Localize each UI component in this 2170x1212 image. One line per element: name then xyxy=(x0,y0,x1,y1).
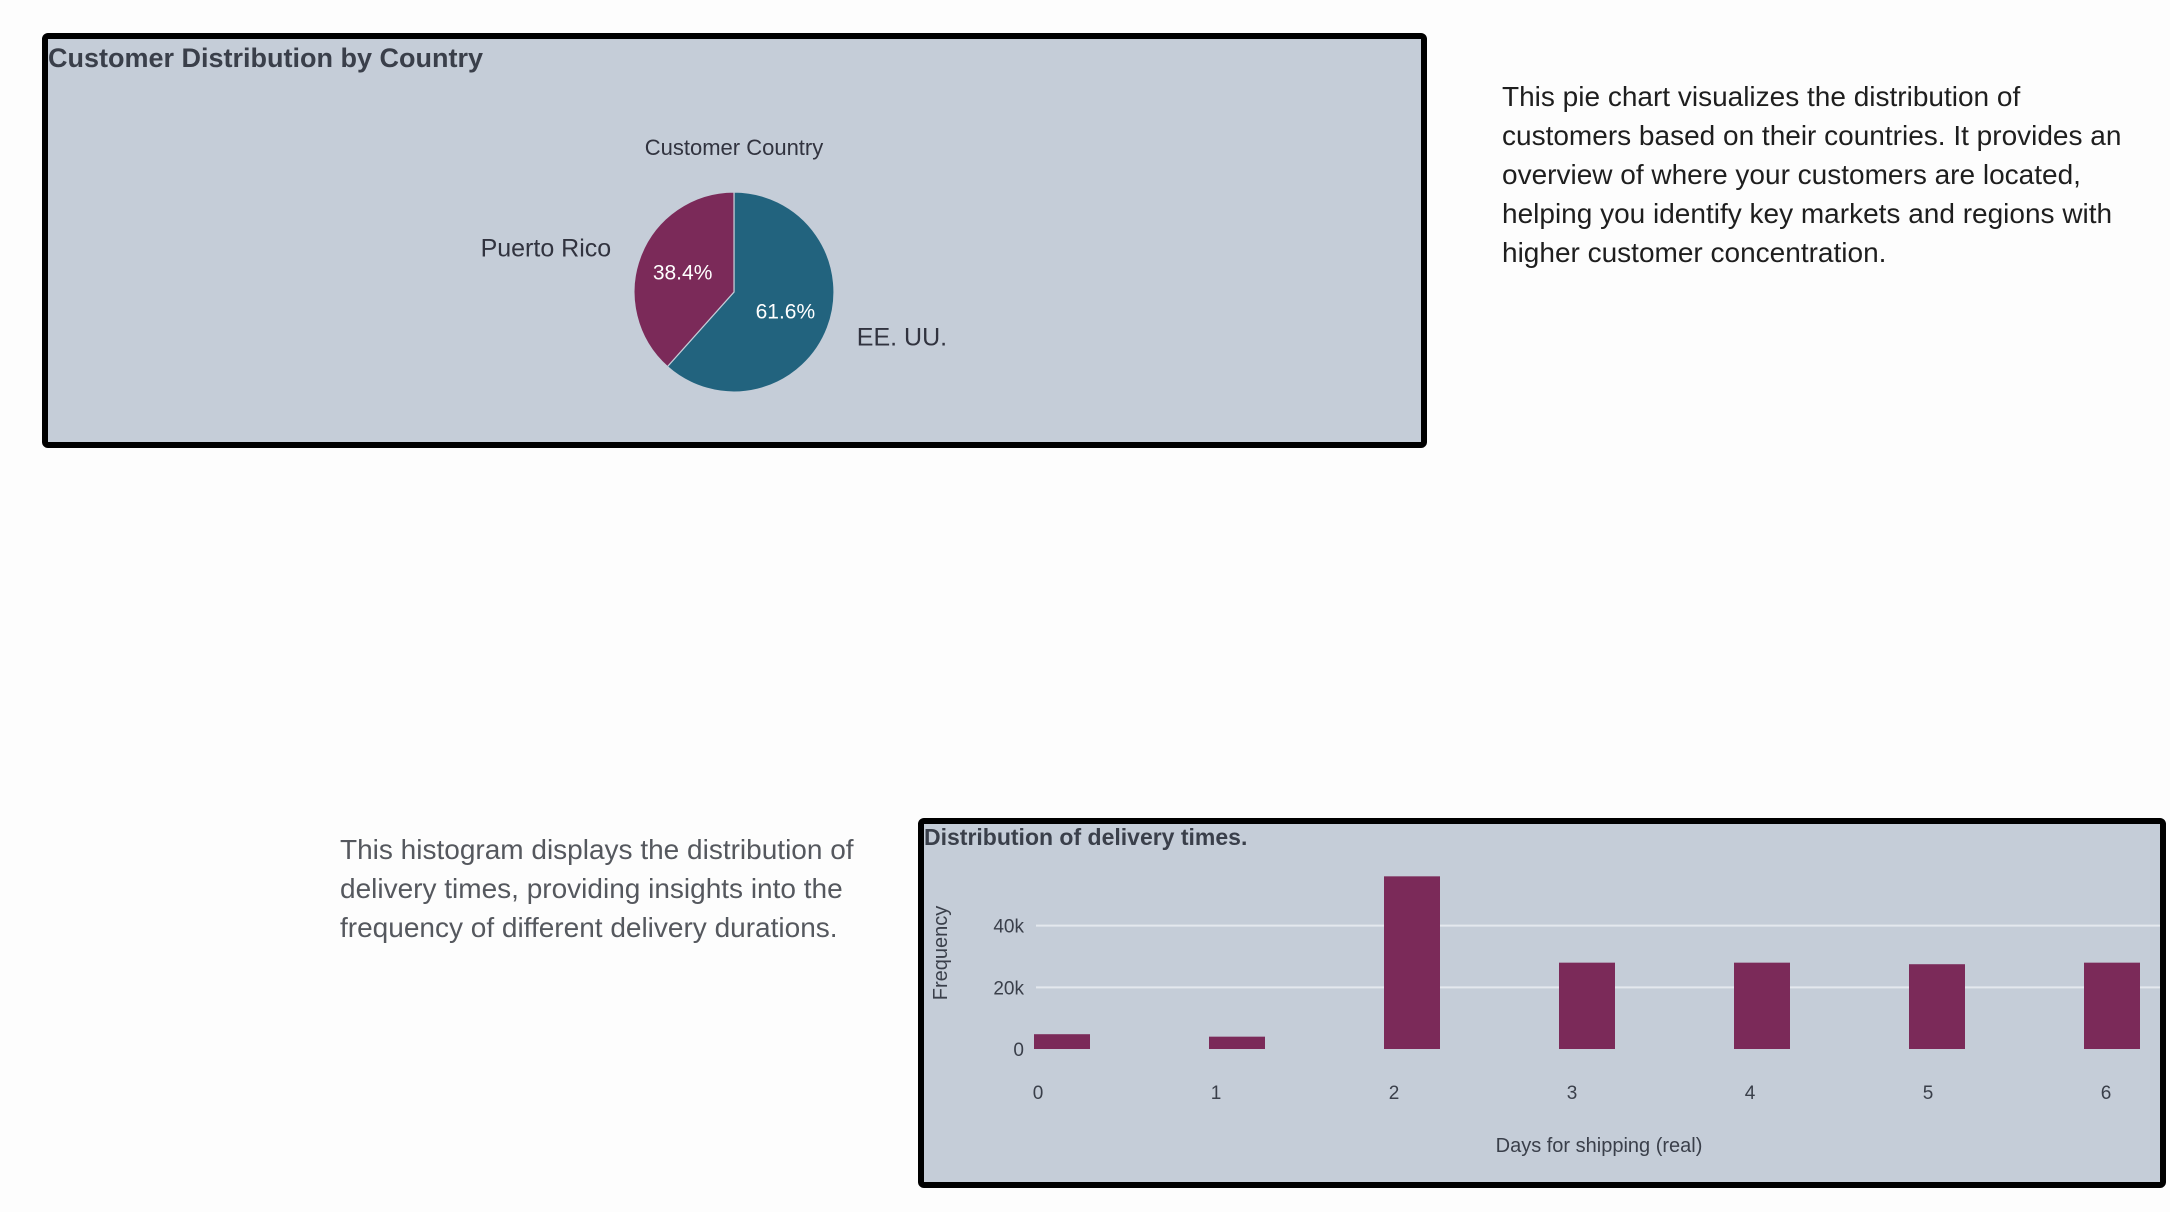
pie-card-title: Customer Distribution by Country xyxy=(48,43,484,73)
histogram-bar-5[interactable] xyxy=(1909,964,1965,1049)
pie-slice-percent: 38.4% xyxy=(653,261,713,284)
histogram-bar-6[interactable] xyxy=(2084,962,2140,1049)
histogram-bar-0[interactable] xyxy=(1034,1034,1090,1049)
x-axis-label: Days for shipping (real) xyxy=(1496,1135,1703,1157)
histogram-card-title: Distribution of delivery times. xyxy=(924,824,1248,850)
y-tick-label: 20k xyxy=(993,978,1024,999)
histogram-bar-1[interactable] xyxy=(1209,1036,1265,1049)
y-axis-label: Frequency xyxy=(930,906,952,1001)
x-tick-label: 5 xyxy=(1923,1083,1934,1104)
histogram-card: Distribution of delivery times. 0 20k 40k 0… xyxy=(918,818,2166,1188)
pie-chart-card: Customer Distribution by Country Custome… xyxy=(42,33,1427,448)
y-tick-label: 40k xyxy=(993,917,1024,938)
histogram-bar-4[interactable] xyxy=(1734,962,1790,1049)
x-tick-label: 2 xyxy=(1389,1083,1400,1104)
pie-description: This pie chart visualizes the distributi… xyxy=(1502,81,2122,268)
pie-slice-1[interactable] xyxy=(633,191,735,368)
pie-slice-0[interactable] xyxy=(666,191,835,393)
x-tick-label: 3 xyxy=(1567,1083,1578,1104)
pie-chart: Customer Country 61.6% EE. UU. 38.4% Puerto… xyxy=(481,135,947,393)
pie-legend-label: EE. UU. xyxy=(857,324,947,352)
pie-chart-title: Customer Country xyxy=(645,135,824,160)
histogram-description: This histogram displays the distribution… xyxy=(340,834,854,943)
x-tick-label: 4 xyxy=(1745,1083,1756,1104)
histogram-bar-3[interactable] xyxy=(1559,962,1615,1049)
x-tick-label: 6 xyxy=(2101,1083,2112,1104)
y-tick-label: 0 xyxy=(1013,1040,1024,1061)
x-tick-label: 0 xyxy=(1033,1083,1044,1104)
x-tick-label: 1 xyxy=(1211,1083,1222,1104)
pie-legend-label: Puerto Rico xyxy=(481,234,612,262)
pie-slice-percent: 61.6% xyxy=(756,301,816,324)
histogram-bar-2[interactable] xyxy=(1384,876,1440,1049)
